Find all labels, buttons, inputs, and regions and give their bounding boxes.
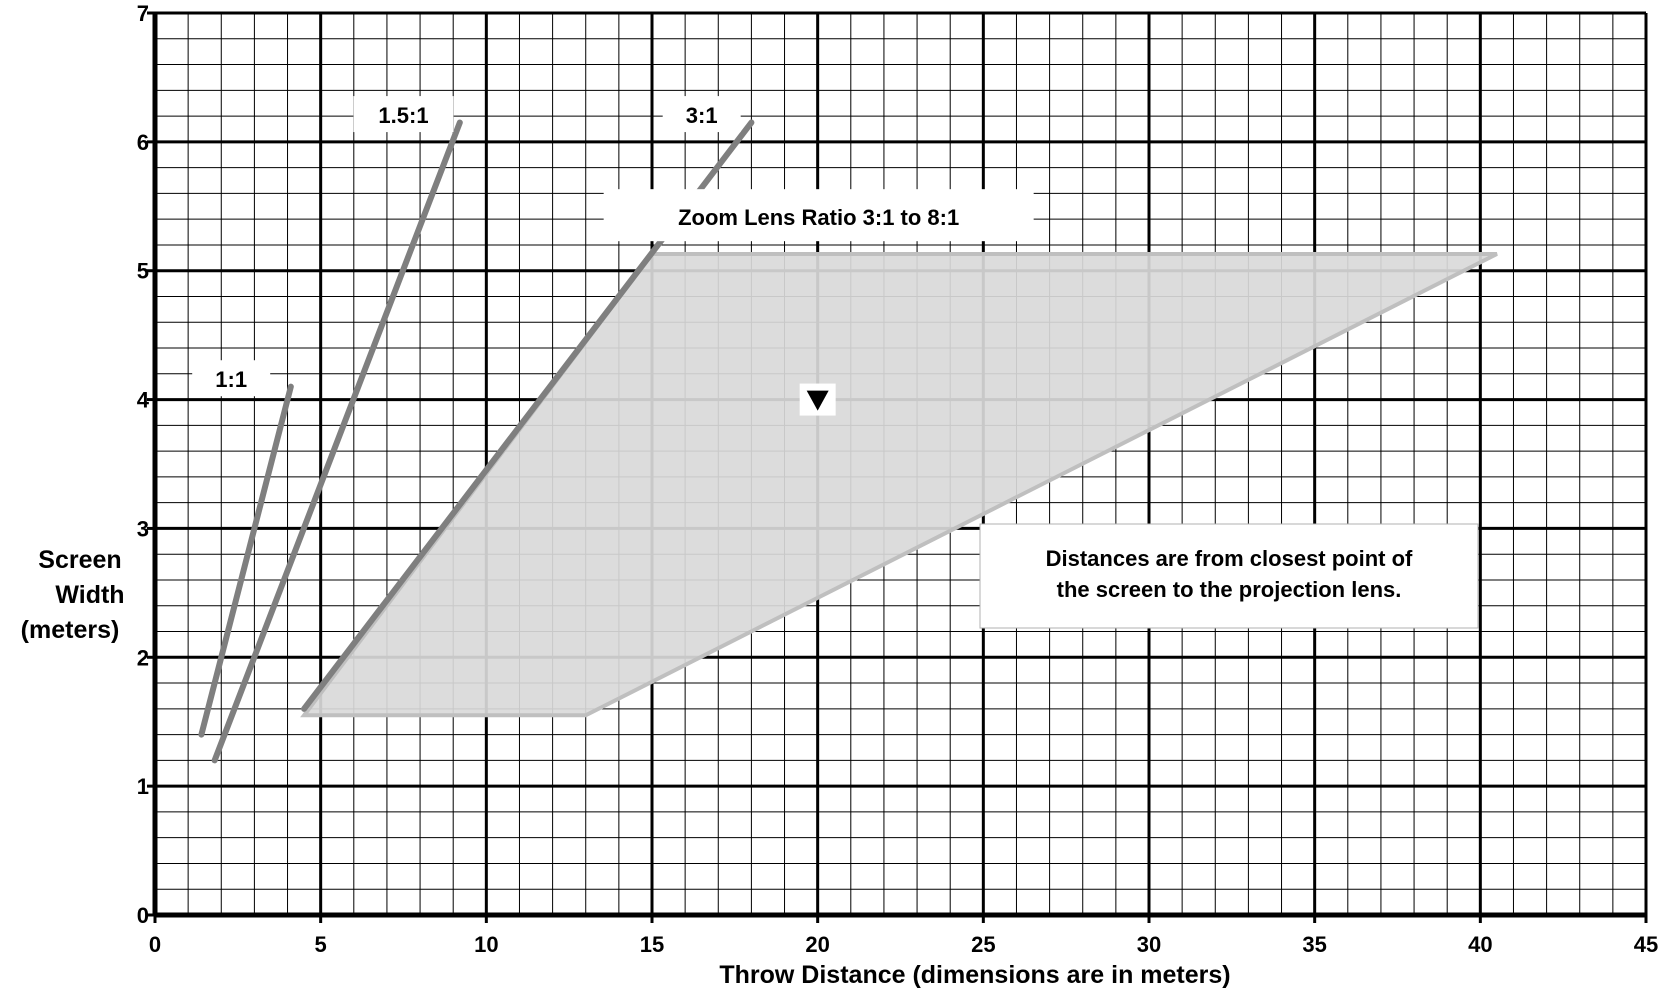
x-tick-label: 10 <box>474 932 498 957</box>
y-axis-title-line-3: (meters) <box>21 616 120 644</box>
series-label-bg <box>353 96 454 133</box>
y-tick-label: 2 <box>137 645 149 670</box>
annotation-box <box>979 523 1479 629</box>
x-tick-label: 45 <box>1634 932 1658 957</box>
x-tick-label: 25 <box>971 932 995 957</box>
axes-layer <box>147 11 1648 923</box>
x-tick-label: 35 <box>1302 932 1326 957</box>
y-tick-label: 6 <box>137 130 149 155</box>
y-tick-label: 4 <box>137 388 150 413</box>
y-tick-label: 7 <box>137 1 149 26</box>
annotation-line: the screen to the projection lens. <box>1057 577 1402 602</box>
zoom-region-layer <box>300 251 1498 718</box>
zoom-range-region <box>300 251 1498 718</box>
x-tick-label: 15 <box>640 932 664 957</box>
x-tick-label: 5 <box>315 932 327 957</box>
series-label: 3:1 <box>686 103 718 128</box>
series-label-bg <box>192 360 271 397</box>
series-label-bg <box>662 96 741 133</box>
y-axis-title: Screen Width (meters) <box>21 546 125 644</box>
x-axis-title: Throw Distance (dimensions are in meters… <box>719 961 1230 989</box>
annotation-line: Distances are from closest point of <box>1046 546 1413 571</box>
y-tick-label: 5 <box>137 259 149 284</box>
x-tick-label: 30 <box>1137 932 1161 957</box>
series-label: 1.5:1 <box>378 103 428 128</box>
y-axis-title-line-2: Width <box>55 581 124 609</box>
y-tick-label: 0 <box>137 903 149 928</box>
x-tick-label: 0 <box>149 932 161 957</box>
y-tick-label: 3 <box>137 516 149 541</box>
marker-triangle <box>806 390 829 411</box>
x-tick-label: 40 <box>1468 932 1492 957</box>
y-axis-title-line-1: Screen <box>38 546 121 574</box>
x-tick-label: 20 <box>805 932 829 957</box>
series-label: 1:1 <box>215 367 247 392</box>
annotation-layer: 1:1 1.5:1 3:1 Zoom Lens Ratio 3:1 to 8:1 Dis… <box>192 96 1479 629</box>
series-line-1-1 <box>198 383 294 738</box>
zoom-region-label: Zoom Lens Ratio 3:1 to 8:1 <box>678 205 959 230</box>
y-tick-label: 1 <box>137 774 149 799</box>
zoom-label-bg <box>603 189 1034 242</box>
series-line-1-5-1 <box>211 119 463 764</box>
